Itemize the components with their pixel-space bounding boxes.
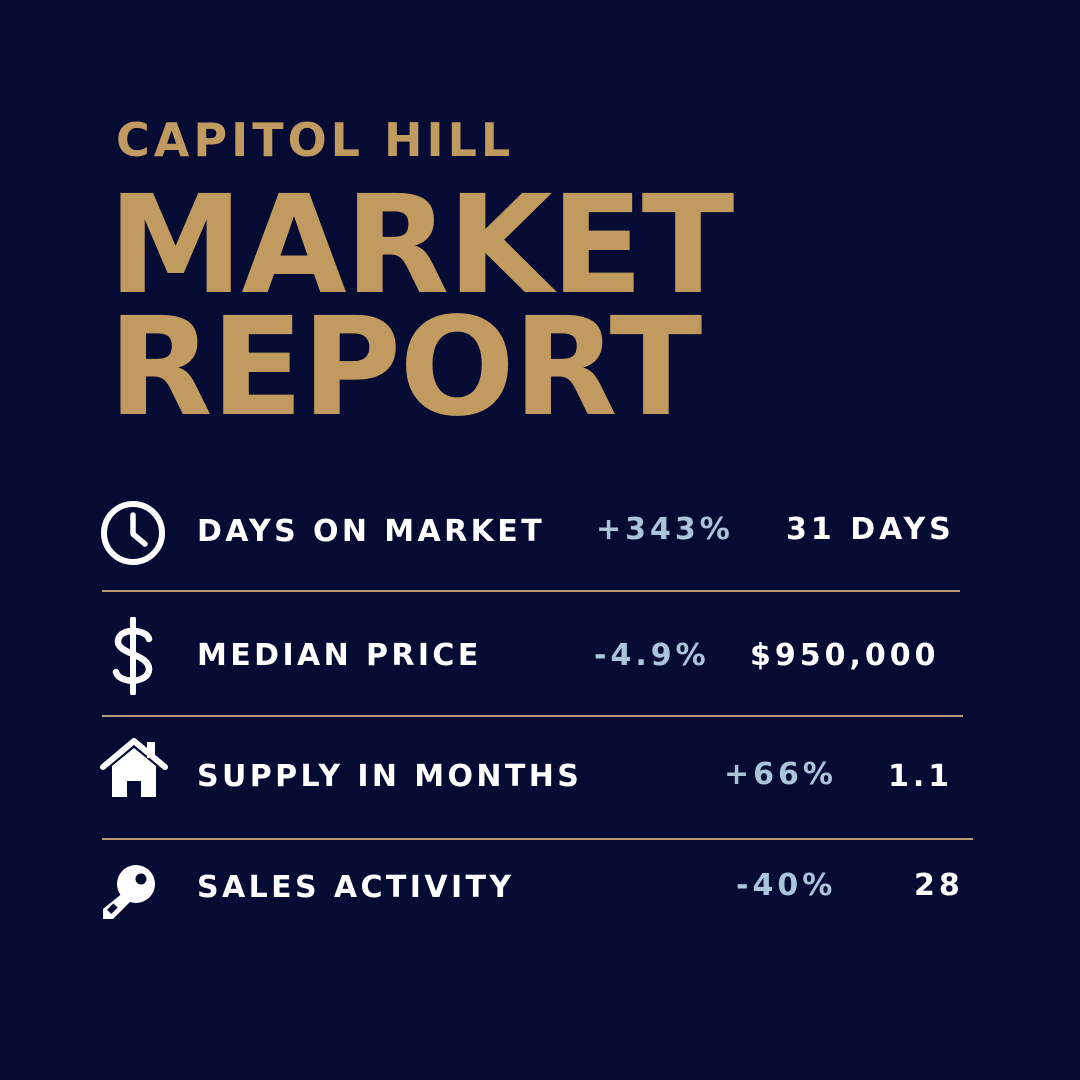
divider bbox=[102, 715, 963, 717]
stat-label: SUPPLY IN MONTHS bbox=[197, 759, 583, 794]
key-icon bbox=[103, 865, 155, 919]
stat-value: 1.1 bbox=[888, 759, 954, 794]
neighborhood-subtitle: CAPITOL HILL bbox=[116, 113, 515, 167]
house-icon bbox=[100, 738, 168, 797]
divider bbox=[102, 590, 960, 592]
stat-label: DAYS ON MARKET bbox=[197, 514, 546, 549]
stat-value: $950,000 bbox=[750, 638, 940, 673]
stat-change: -4.9% bbox=[594, 638, 710, 673]
title-line-market: MARKET bbox=[108, 167, 734, 325]
stat-value: 28 bbox=[914, 868, 964, 903]
title-line-report: REPORT bbox=[108, 289, 702, 447]
clock-icon bbox=[101, 501, 165, 565]
stat-label: MEDIAN PRICE bbox=[197, 638, 482, 673]
stat-change: +66% bbox=[724, 757, 837, 792]
dollar-sign-icon bbox=[112, 617, 153, 695]
stat-label: SALES ACTIVITY bbox=[197, 870, 515, 905]
stat-change: -40% bbox=[736, 868, 837, 903]
stat-change: +343% bbox=[596, 512, 734, 547]
divider bbox=[102, 838, 973, 840]
stat-value: 31 DAYS bbox=[786, 512, 955, 547]
